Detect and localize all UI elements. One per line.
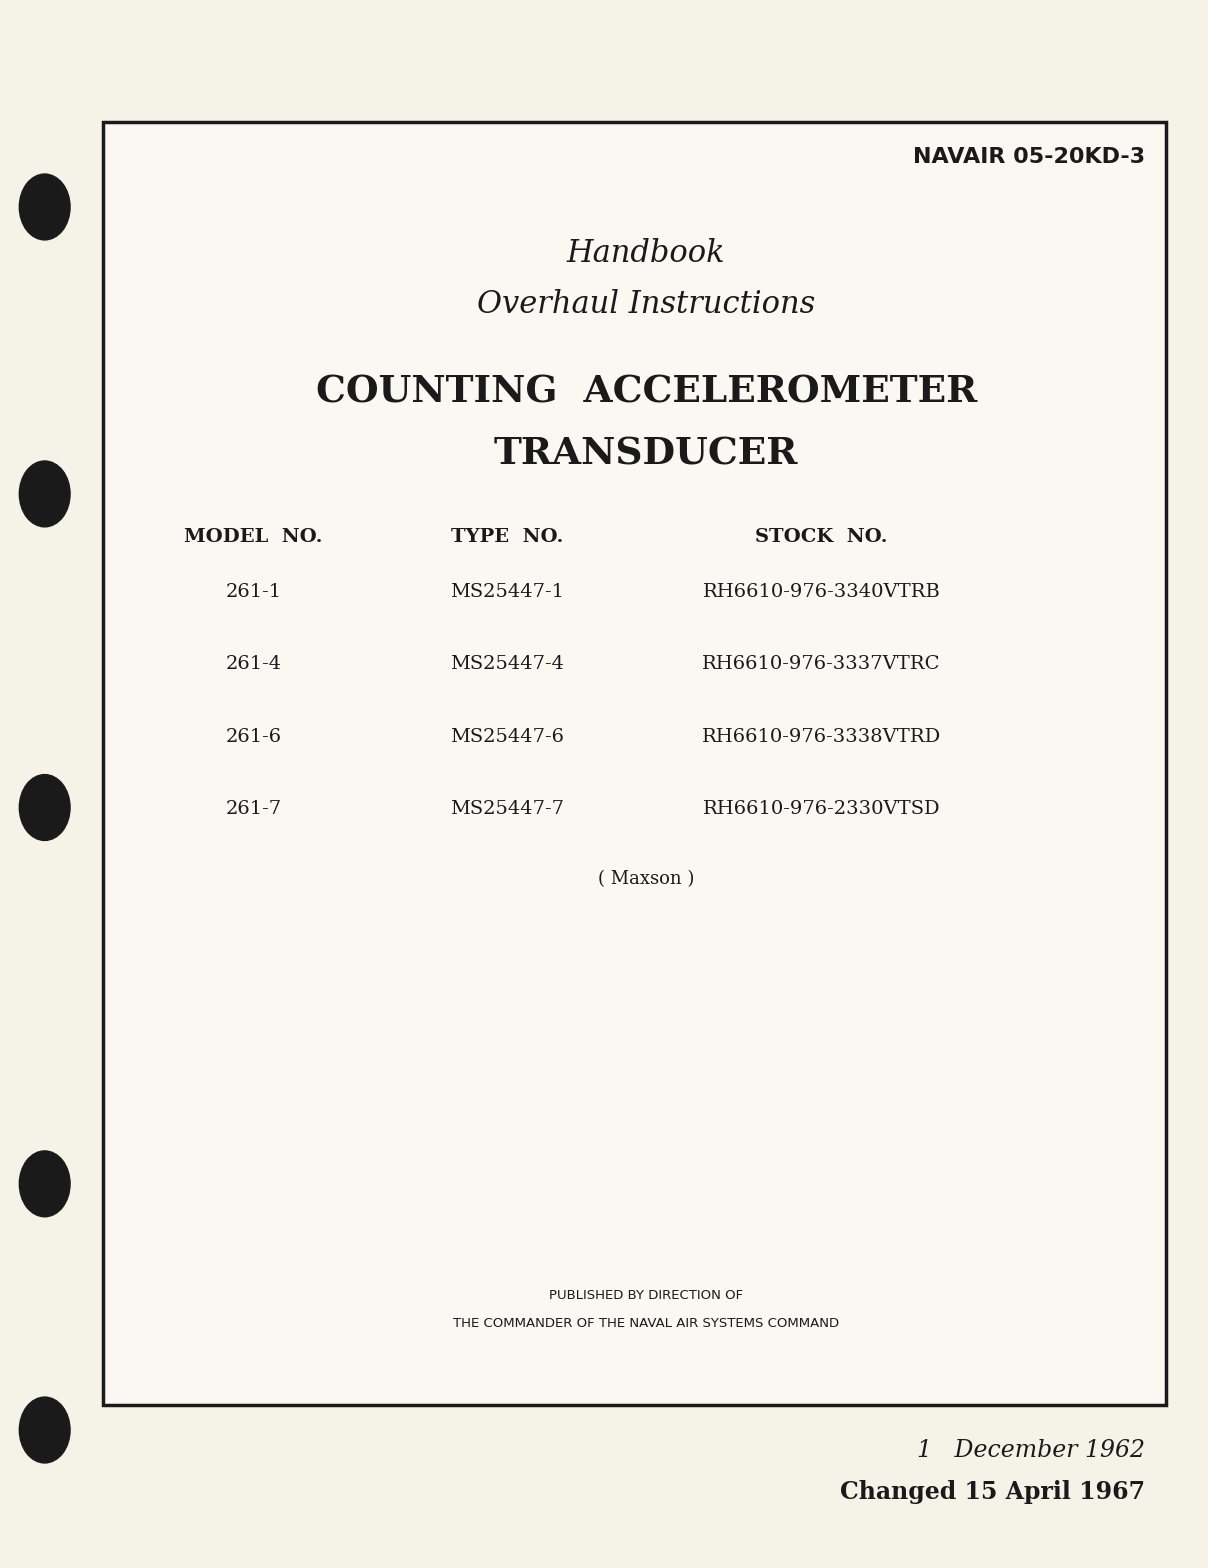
Circle shape (19, 775, 70, 840)
Text: MS25447-4: MS25447-4 (451, 655, 564, 673)
Text: 261-7: 261-7 (226, 800, 281, 817)
Text: RH6610-976-3340VTRB: RH6610-976-3340VTRB (703, 583, 940, 601)
Circle shape (19, 461, 70, 527)
Text: TRANSDUCER: TRANSDUCER (494, 436, 798, 474)
Text: MS25447-1: MS25447-1 (451, 583, 564, 601)
Text: Overhaul Instructions: Overhaul Instructions (477, 289, 815, 320)
Text: MS25447-6: MS25447-6 (451, 728, 564, 745)
Text: TYPE  NO.: TYPE NO. (451, 528, 564, 546)
Circle shape (19, 1397, 70, 1463)
Text: RH6610-976-2330VTSD: RH6610-976-2330VTSD (703, 800, 940, 817)
Text: 261-6: 261-6 (226, 728, 281, 745)
Text: MS25447-7: MS25447-7 (451, 800, 564, 817)
Circle shape (19, 1151, 70, 1217)
Text: RH6610-976-3337VTRC: RH6610-976-3337VTRC (702, 655, 941, 673)
Text: Changed 15 April 1967: Changed 15 April 1967 (840, 1480, 1145, 1504)
Text: PUBLISHED BY DIRECTION OF: PUBLISHED BY DIRECTION OF (550, 1289, 743, 1301)
Text: RH6610-976-3338VTRD: RH6610-976-3338VTRD (702, 728, 941, 745)
Text: NAVAIR 05-20KD-3: NAVAIR 05-20KD-3 (913, 147, 1145, 168)
Text: STOCK  NO.: STOCK NO. (755, 528, 888, 546)
Circle shape (19, 174, 70, 240)
Text: ( Maxson ): ( Maxson ) (598, 870, 695, 887)
Text: THE COMMANDER OF THE NAVAL AIR SYSTEMS COMMAND: THE COMMANDER OF THE NAVAL AIR SYSTEMS C… (453, 1317, 840, 1330)
Text: Handbook: Handbook (567, 238, 726, 270)
Bar (103, 122, 1166, 1405)
Text: 261-4: 261-4 (226, 655, 281, 673)
Text: 261-1: 261-1 (226, 583, 281, 601)
Text: 1   December 1962: 1 December 1962 (917, 1439, 1145, 1463)
Text: MODEL  NO.: MODEL NO. (185, 528, 323, 546)
Text: COUNTING  ACCELEROMETER: COUNTING ACCELEROMETER (315, 373, 977, 411)
